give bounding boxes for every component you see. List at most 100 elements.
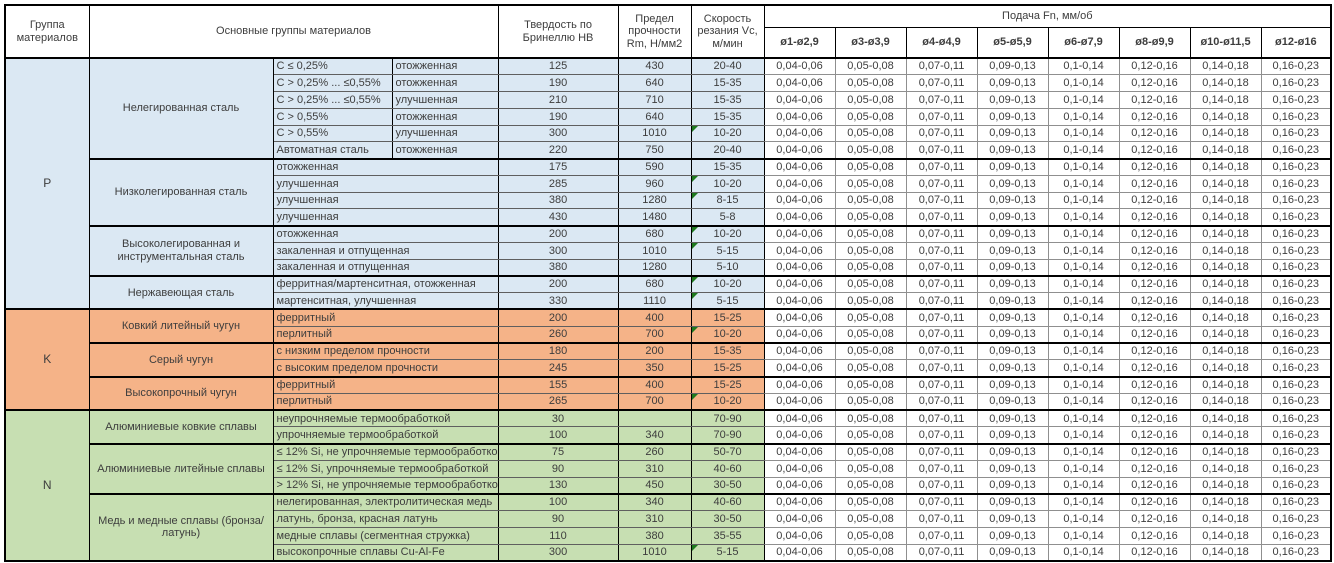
feed-value-cell[interactable]: 0,05-0,08 [834, 409, 907, 428]
feed-value-cell[interactable]: 0,04-0,06 [763, 208, 836, 227]
feed-value-cell[interactable]: 0,04-0,06 [763, 258, 836, 277]
speed-cell[interactable]: 30-50 [690, 476, 765, 495]
feed-value-cell[interactable]: 0,16-0,23 [1260, 208, 1332, 227]
material-state-cell[interactable]: улучшенная [391, 124, 499, 143]
material-detail-cell[interactable]: улучшенная [272, 174, 499, 193]
header-feed-diameter-6[interactable]: ø10-ø11,5 [1189, 26, 1262, 59]
feed-value-cell[interactable]: 0,16-0,23 [1260, 375, 1332, 394]
strength-cell[interactable]: 350 [617, 359, 692, 378]
feed-value-cell[interactable]: 0,16-0,23 [1260, 224, 1332, 243]
feed-value-cell[interactable]: 0,12-0,16 [1118, 325, 1191, 344]
feed-value-cell[interactable]: 0,09-0,13 [976, 492, 1049, 512]
feed-value-cell[interactable]: 0,1-0,14 [1047, 325, 1120, 344]
header-feed-diameter-4[interactable]: ø6-ø7,9 [1047, 26, 1120, 59]
speed-cell[interactable]: 5-15 [690, 292, 765, 310]
feed-value-cell[interactable]: 0,14-0,18 [1189, 258, 1262, 277]
material-detail-cell[interactable]: высокопрочные сплавы Cu-Al-Fe [272, 543, 499, 562]
feed-value-cell[interactable]: 0,16-0,23 [1260, 174, 1332, 193]
feed-value-cell[interactable]: 0,16-0,23 [1260, 543, 1332, 562]
feed-value-cell[interactable]: 0,05-0,08 [834, 241, 907, 260]
header-main-material-groups[interactable]: Основные группы материалов [88, 4, 499, 59]
feed-value-cell[interactable]: 0,14-0,18 [1189, 426, 1262, 445]
material-detail-cell[interactable]: ферритный [272, 375, 499, 394]
feed-value-cell[interactable]: 0,04-0,06 [763, 241, 836, 260]
strength-cell[interactable] [617, 409, 692, 428]
feed-value-cell[interactable]: 0,04-0,06 [763, 342, 836, 361]
feed-value-cell[interactable]: 0,14-0,18 [1189, 476, 1262, 495]
feed-value-cell[interactable]: 0,05-0,08 [834, 459, 907, 478]
feed-value-cell[interactable]: 0,04-0,06 [763, 141, 836, 160]
material-detail-cell[interactable]: C > 0,55% [272, 124, 393, 143]
feed-value-cell[interactable]: 0,14-0,18 [1189, 74, 1262, 93]
feed-value-cell[interactable]: 0,16-0,23 [1260, 124, 1332, 143]
feed-value-cell[interactable]: 0,07-0,11 [905, 543, 978, 562]
feed-value-cell[interactable]: 0,07-0,11 [905, 91, 978, 109]
feed-value-cell[interactable]: 0,12-0,16 [1118, 426, 1191, 445]
feed-value-cell[interactable]: 0,1-0,14 [1047, 141, 1120, 160]
feed-value-cell[interactable]: 0,1-0,14 [1047, 442, 1120, 461]
feed-value-cell[interactable]: 0,1-0,14 [1047, 510, 1120, 528]
feed-value-cell[interactable]: 0,1-0,14 [1047, 409, 1120, 428]
feed-value-cell[interactable]: 0,14-0,18 [1189, 492, 1262, 512]
feed-value-cell[interactable]: 0,04-0,06 [763, 526, 836, 545]
feed-value-cell[interactable]: 0,16-0,23 [1260, 442, 1332, 461]
feed-value-cell[interactable]: 0,05-0,08 [834, 292, 907, 310]
feed-value-cell[interactable]: 0,05-0,08 [834, 224, 907, 243]
feed-value-cell[interactable]: 0,1-0,14 [1047, 91, 1120, 109]
feed-value-cell[interactable]: 0,12-0,16 [1118, 174, 1191, 193]
material-detail-cell[interactable]: латунь, бронза, красная латунь [272, 510, 499, 528]
feed-value-cell[interactable]: 0,12-0,16 [1118, 208, 1191, 227]
feed-value-cell[interactable]: 0,1-0,14 [1047, 526, 1120, 545]
speed-cell[interactable]: 35-55 [690, 526, 765, 545]
strength-cell[interactable]: 1280 [617, 191, 692, 210]
feed-value-cell[interactable]: 0,05-0,08 [834, 308, 907, 327]
feed-value-cell[interactable]: 0,07-0,11 [905, 274, 978, 294]
feed-value-cell[interactable]: 0,1-0,14 [1047, 74, 1120, 93]
feed-value-cell[interactable]: 0,16-0,23 [1260, 141, 1332, 160]
feed-value-cell[interactable]: 0,07-0,11 [905, 409, 978, 428]
feed-value-cell[interactable]: 0,05-0,08 [834, 157, 907, 176]
material-detail-cell[interactable]: упрочняемые термообработкой [272, 426, 499, 445]
group-cell-N[interactable]: N [4, 409, 90, 562]
feed-value-cell[interactable]: 0,05-0,08 [834, 191, 907, 210]
speed-cell[interactable]: 15-25 [690, 359, 765, 378]
feed-value-cell[interactable]: 0,07-0,11 [905, 510, 978, 528]
feed-value-cell[interactable]: 0,16-0,23 [1260, 91, 1332, 109]
feed-value-cell[interactable]: 0,12-0,16 [1118, 107, 1191, 126]
feed-value-cell[interactable]: 0,04-0,06 [763, 274, 836, 294]
feed-value-cell[interactable]: 0,04-0,06 [763, 292, 836, 310]
hardness-cell[interactable]: 190 [497, 107, 619, 126]
feed-value-cell[interactable]: 0,12-0,16 [1118, 392, 1191, 411]
feed-value-cell[interactable]: 0,04-0,06 [763, 510, 836, 528]
feed-value-cell[interactable]: 0,12-0,16 [1118, 124, 1191, 143]
feed-value-cell[interactable]: 0,16-0,23 [1260, 74, 1332, 93]
feed-value-cell[interactable]: 0,07-0,11 [905, 258, 978, 277]
strength-cell[interactable]: 700 [617, 325, 692, 344]
feed-value-cell[interactable]: 0,05-0,08 [834, 510, 907, 528]
feed-value-cell[interactable]: 0,09-0,13 [976, 359, 1049, 378]
feed-value-cell[interactable]: 0,05-0,08 [834, 258, 907, 277]
strength-cell[interactable]: 380 [617, 526, 692, 545]
feed-value-cell[interactable]: 0,16-0,23 [1260, 258, 1332, 277]
feed-value-cell[interactable]: 0,1-0,14 [1047, 392, 1120, 411]
feed-value-cell[interactable]: 0,14-0,18 [1189, 543, 1262, 562]
feed-value-cell[interactable]: 0,14-0,18 [1189, 208, 1262, 227]
feed-value-cell[interactable]: 0,12-0,16 [1118, 409, 1191, 428]
feed-value-cell[interactable]: 0,16-0,23 [1260, 526, 1332, 545]
speed-cell[interactable]: 70-90 [690, 409, 765, 428]
feed-value-cell[interactable]: 0,12-0,16 [1118, 476, 1191, 495]
hardness-cell[interactable]: 260 [497, 325, 619, 344]
header-feed-diameter-2[interactable]: ø4-ø4,9 [905, 26, 978, 59]
strength-cell[interactable]: 260 [617, 442, 692, 461]
speed-cell[interactable]: 5-10 [690, 258, 765, 277]
feed-value-cell[interactable]: 0,07-0,11 [905, 74, 978, 93]
feed-value-cell[interactable]: 0,1-0,14 [1047, 208, 1120, 227]
speed-cell[interactable]: 15-25 [690, 308, 765, 327]
feed-value-cell[interactable]: 0,12-0,16 [1118, 74, 1191, 93]
feed-value-cell[interactable]: 0,14-0,18 [1189, 526, 1262, 545]
feed-value-cell[interactable]: 0,05-0,08 [834, 74, 907, 93]
feed-value-cell[interactable]: 0,07-0,11 [905, 392, 978, 411]
group-cell-P[interactable]: P [4, 56, 90, 310]
feed-value-cell[interactable]: 0,09-0,13 [976, 510, 1049, 528]
feed-value-cell[interactable]: 0,05-0,08 [834, 325, 907, 344]
